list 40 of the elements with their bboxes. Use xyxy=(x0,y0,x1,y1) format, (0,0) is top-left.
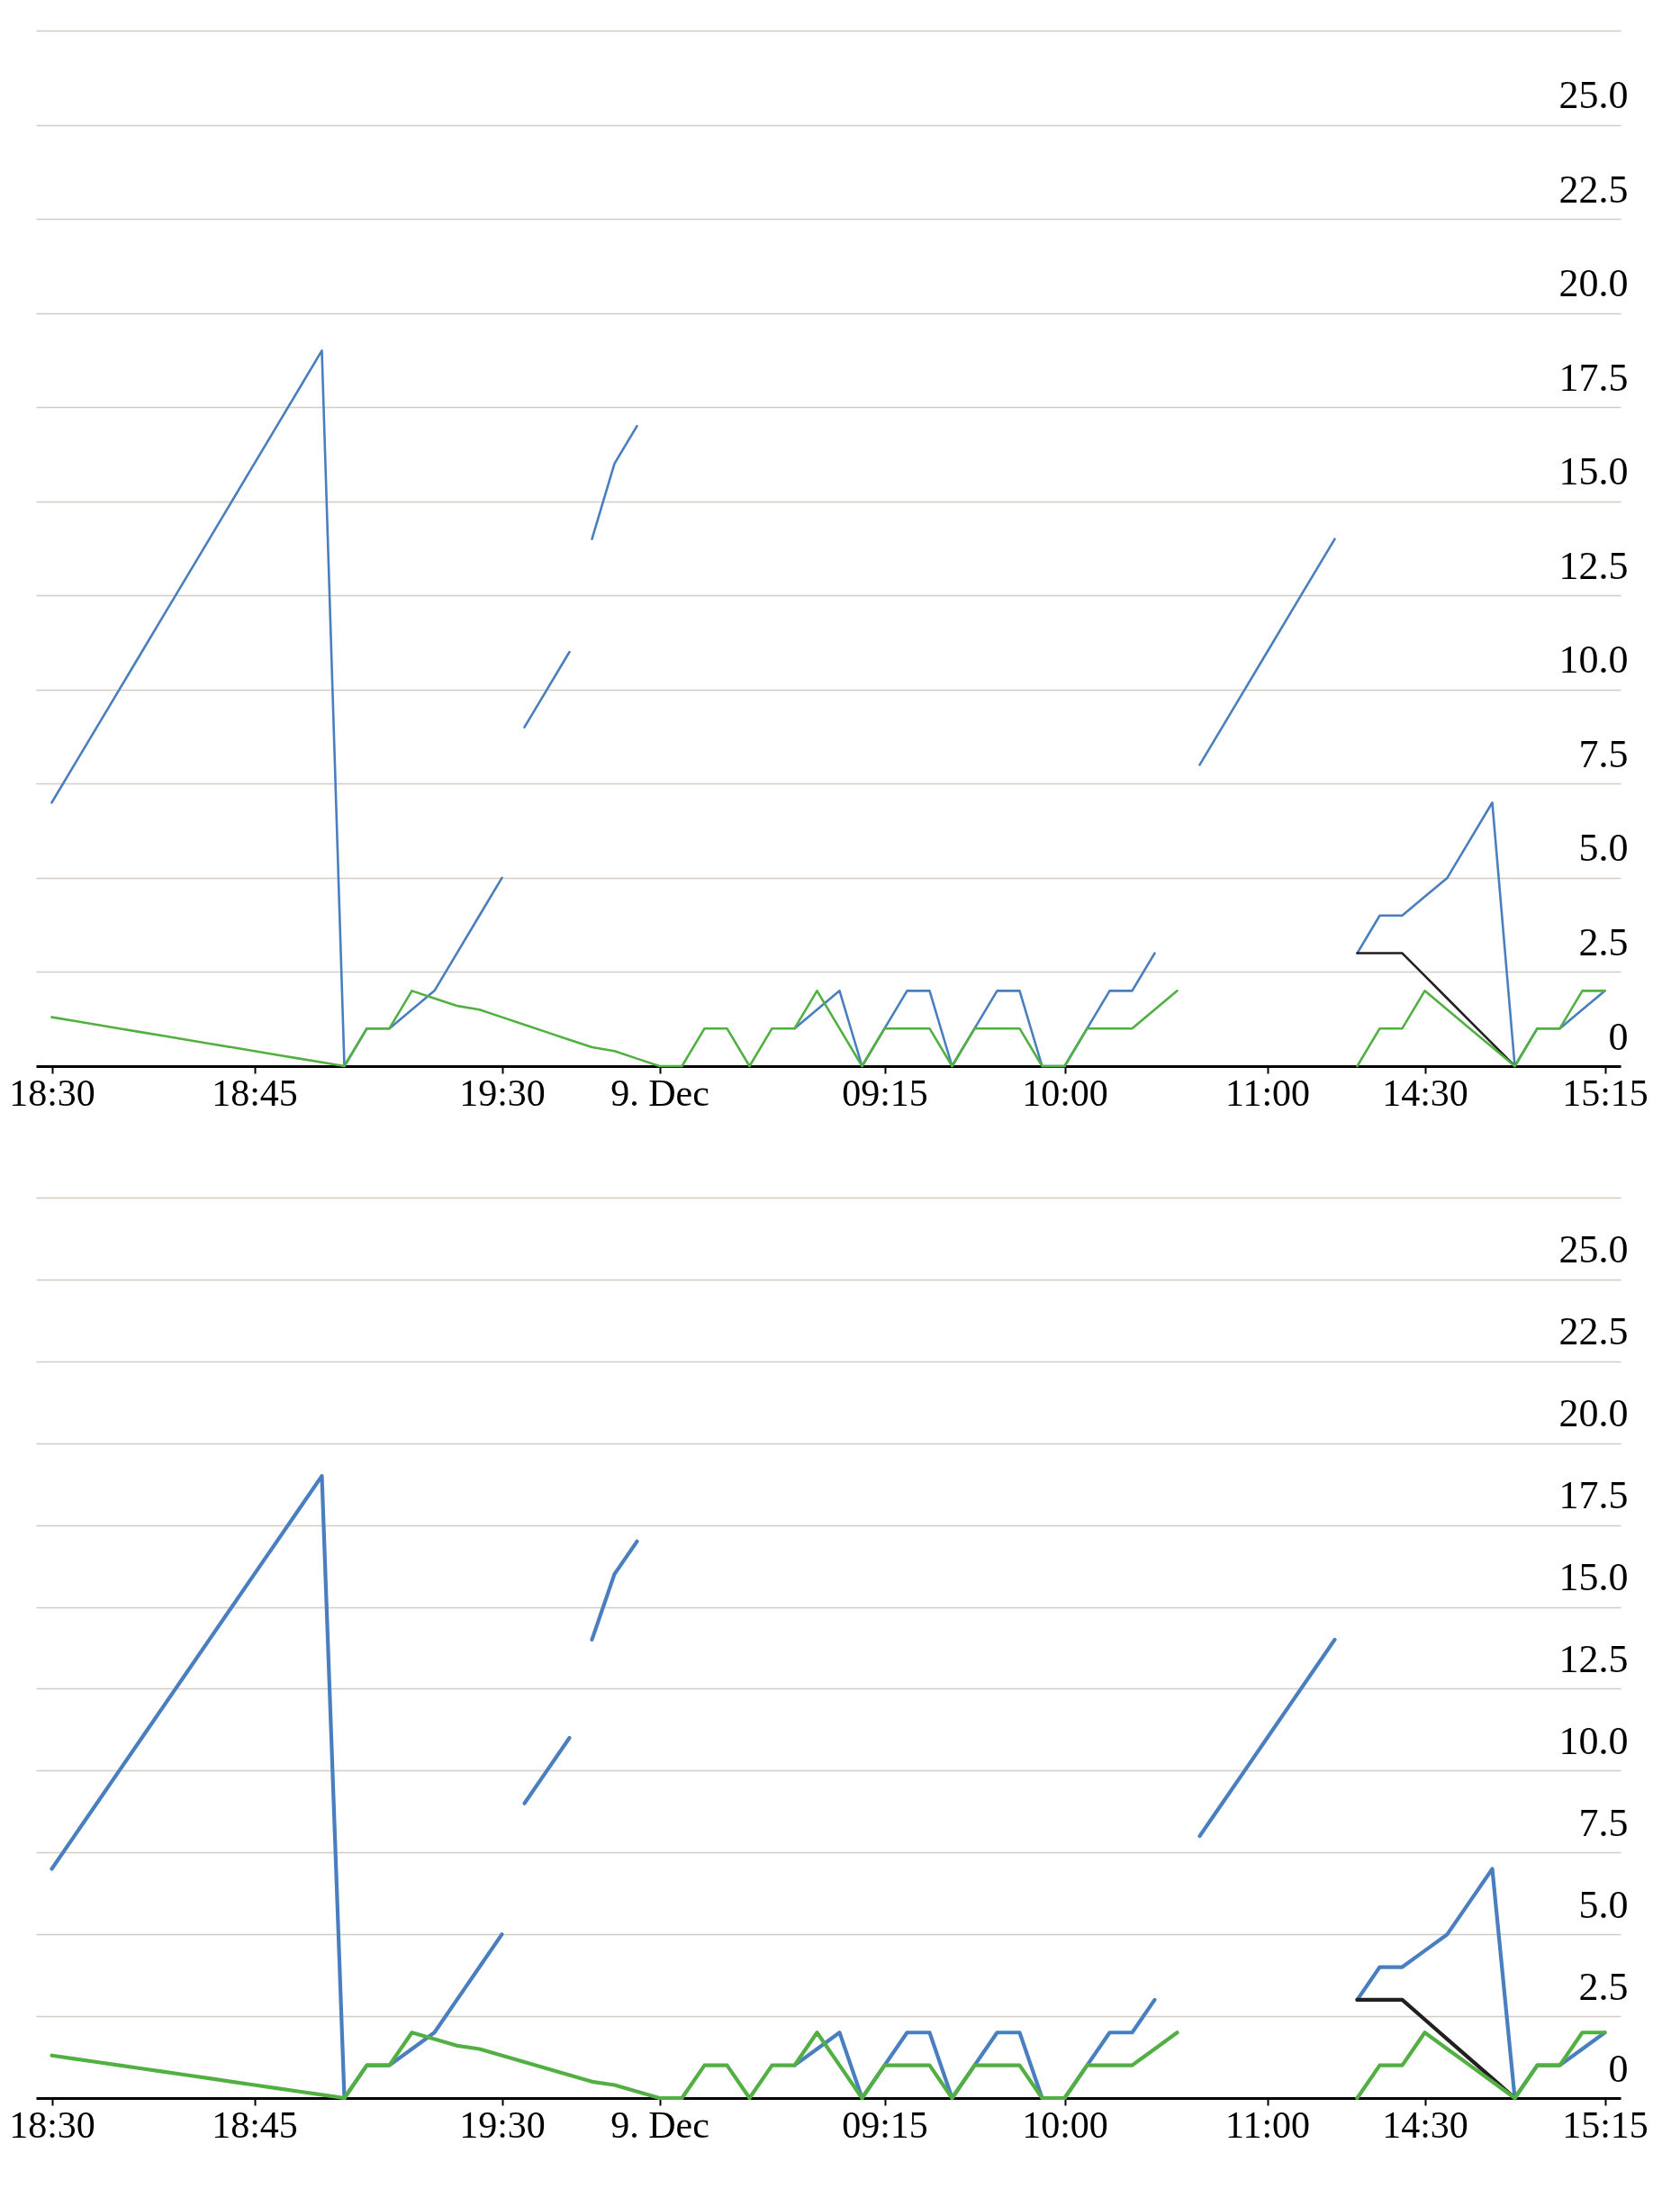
y-tick-label: 12.5 xyxy=(1558,543,1629,588)
y-tick-label: 15.0 xyxy=(1558,1555,1629,1600)
x-tick-label: 09:15 xyxy=(842,2103,928,2146)
x-tick-label: 10:00 xyxy=(1022,1072,1108,1114)
y-tick-label: 15.0 xyxy=(1558,449,1629,494)
y-tick-label: 5.0 xyxy=(1578,826,1629,871)
y-tick-label: 20.0 xyxy=(1558,261,1629,306)
x-tick-label: 18:45 xyxy=(212,2103,298,2146)
y-tick-label: 7.5 xyxy=(1578,731,1629,776)
y-tick-label: 17.5 xyxy=(1558,1473,1629,1518)
x-tick-label: 14:30 xyxy=(1382,2103,1468,2146)
x-tick-label: 11:00 xyxy=(1224,2103,1311,2146)
y-tick-label: 2.5 xyxy=(1578,1964,1629,2009)
y-tick-label: 7.5 xyxy=(1578,1800,1629,1845)
y-tick-label: 25.0 xyxy=(1558,73,1629,118)
y-tick-label: 22.5 xyxy=(1558,167,1629,212)
x-tick-label: 9. Dec xyxy=(610,1072,709,1114)
y-tick-label: 17.5 xyxy=(1558,355,1629,400)
y-tick-label: 10.0 xyxy=(1558,1718,1629,1763)
x-tick-label: 14:30 xyxy=(1382,1072,1468,1114)
x-tick-label: 9. Dec xyxy=(610,2103,709,2146)
y-tick-label: 5.0 xyxy=(1578,1882,1629,1927)
y-tick-label: 25.0 xyxy=(1558,1227,1629,1272)
x-tick-label: 18:30 xyxy=(9,1072,95,1114)
y-tick-label: 22.5 xyxy=(1558,1309,1629,1354)
x-tick-label: 11:00 xyxy=(1224,1072,1311,1114)
y-tick-label: 10.0 xyxy=(1558,638,1629,683)
y-tick-label: 2.5 xyxy=(1578,919,1629,964)
x-tick-label: 10:00 xyxy=(1022,2103,1108,2146)
x-tick-label: 19:30 xyxy=(459,1072,546,1114)
y-tick-label: 0 xyxy=(1608,1014,1629,1059)
x-tick-label: 15:15 xyxy=(1562,1072,1648,1114)
x-tick-label: 18:45 xyxy=(212,1072,298,1114)
x-tick-label: 19:30 xyxy=(459,2103,546,2146)
x-tick-label: 15:15 xyxy=(1562,2103,1648,2146)
y-tick-label: 20.0 xyxy=(1558,1391,1629,1436)
y-tick-label: 12.5 xyxy=(1558,1636,1629,1681)
x-tick-label: 09:15 xyxy=(842,1072,928,1114)
y-tick-label: 0 xyxy=(1608,2046,1629,2091)
x-tick-label: 18:30 xyxy=(9,2103,95,2146)
